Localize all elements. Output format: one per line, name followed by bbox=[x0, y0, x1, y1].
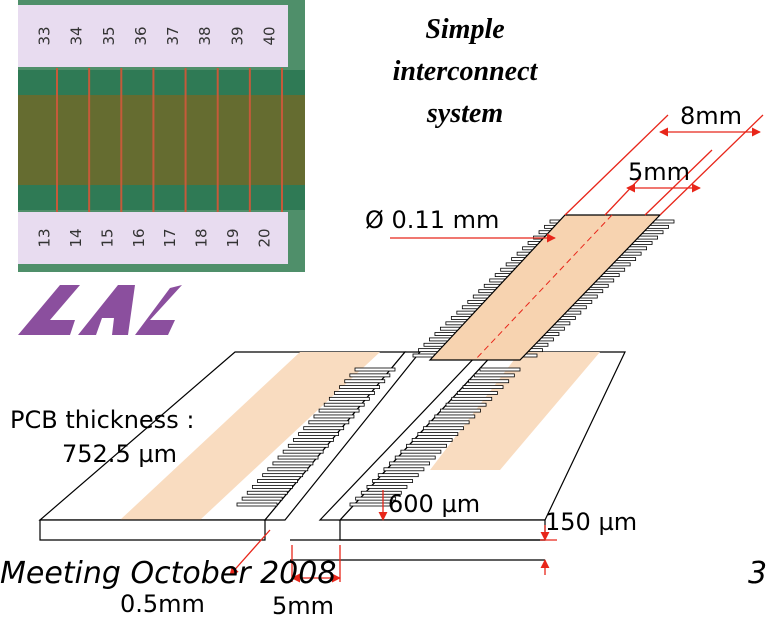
pcb-pad bbox=[273, 462, 313, 465]
pcb-pad bbox=[350, 503, 390, 506]
dim-label: Ø 0.11 mm bbox=[365, 206, 499, 234]
pcb-pad bbox=[435, 415, 475, 418]
dim-label: 752.5 µm bbox=[62, 440, 177, 468]
pcb-pad bbox=[293, 438, 333, 441]
pcb-pad bbox=[247, 491, 287, 494]
photo-label: 16 bbox=[130, 228, 148, 247]
pcb-pad bbox=[350, 374, 390, 377]
photo: 33 34 35 36 37 38 39 40 13 14 15 16 17 18 19 20 bbox=[18, 0, 305, 272]
pcb-pad bbox=[440, 409, 480, 412]
pcb-pad bbox=[268, 468, 308, 471]
photo-label: 20 bbox=[256, 228, 274, 247]
pcb-pad bbox=[309, 421, 349, 424]
pcb-pad bbox=[446, 403, 486, 406]
pcb-pad bbox=[429, 421, 469, 424]
photo-label: 34 bbox=[68, 26, 86, 45]
pcb-pad bbox=[407, 444, 447, 447]
pcb-pad bbox=[423, 427, 463, 430]
photo-label: 15 bbox=[98, 228, 116, 247]
dim-label: 600 µm bbox=[388, 490, 480, 518]
photo-label: 17 bbox=[161, 228, 179, 247]
photo-label: 36 bbox=[132, 26, 150, 45]
photo-label: 37 bbox=[164, 26, 182, 45]
pcb-pad bbox=[469, 380, 509, 383]
dim-label: 5mm bbox=[272, 592, 334, 617]
footer-meeting: Meeting October 2008 bbox=[0, 556, 336, 591]
dim-label: 0.5mm bbox=[120, 590, 205, 617]
dim-label: 8mm bbox=[680, 102, 742, 130]
title-line: interconnect bbox=[393, 56, 539, 87]
photo-label: 35 bbox=[100, 26, 118, 45]
pcb-pad bbox=[355, 368, 395, 371]
photo-label: 40 bbox=[261, 26, 279, 45]
pcb-pad bbox=[395, 456, 435, 459]
dim-label: 5mm bbox=[628, 158, 690, 186]
slide: 33 34 35 36 37 38 39 40 13 14 15 16 17 18 19 20 Simple… bbox=[0, 0, 769, 617]
cable bbox=[413, 215, 674, 360]
pcb-pad bbox=[345, 380, 385, 383]
page-number: 3 bbox=[748, 556, 767, 591]
pcb-pad bbox=[283, 450, 323, 453]
pcb-pad bbox=[329, 397, 369, 400]
pcb-pad bbox=[418, 433, 458, 436]
pcb-pad bbox=[457, 391, 497, 394]
dim-label: 150 µm bbox=[545, 508, 637, 536]
pcb-pad bbox=[334, 391, 374, 394]
pcb-pad bbox=[474, 374, 514, 377]
photo-label: 14 bbox=[67, 228, 85, 247]
pcb-pad bbox=[367, 485, 407, 488]
pcb-pad bbox=[288, 444, 328, 447]
title-line: system bbox=[426, 98, 503, 129]
logo bbox=[18, 285, 182, 335]
pcb-pad bbox=[242, 497, 282, 500]
dim-label: PCB thickness : bbox=[10, 406, 194, 434]
pcb-pad bbox=[319, 409, 359, 412]
pcb-pad bbox=[237, 503, 277, 506]
pcb-pad bbox=[373, 480, 413, 483]
pcb-pad bbox=[452, 397, 492, 400]
pcb-pad bbox=[390, 462, 430, 465]
pcb-pad bbox=[378, 474, 418, 477]
pcb-pad bbox=[324, 403, 364, 406]
pcb-pad bbox=[304, 427, 344, 430]
pcb-pad bbox=[401, 450, 441, 453]
photo-label: 19 bbox=[224, 228, 242, 247]
pcb-pad bbox=[314, 415, 354, 418]
photo-label: 13 bbox=[36, 228, 54, 247]
pcb-pad bbox=[384, 468, 424, 471]
title-line: Simple bbox=[425, 14, 504, 45]
photo-label: 33 bbox=[36, 26, 54, 45]
photo-label: 38 bbox=[196, 26, 214, 45]
pcb-pad bbox=[412, 438, 452, 441]
photo-label: 18 bbox=[193, 228, 211, 247]
pcb-pad bbox=[480, 368, 520, 371]
pcb-pad bbox=[278, 456, 318, 459]
pcb-pad bbox=[263, 474, 303, 477]
pcb-pad bbox=[252, 485, 292, 488]
pcb-pad bbox=[258, 480, 298, 483]
pcb-pad bbox=[340, 386, 380, 389]
pcb-pad bbox=[463, 386, 503, 389]
photo-label: 39 bbox=[228, 26, 246, 45]
pcb-pad bbox=[299, 433, 339, 436]
